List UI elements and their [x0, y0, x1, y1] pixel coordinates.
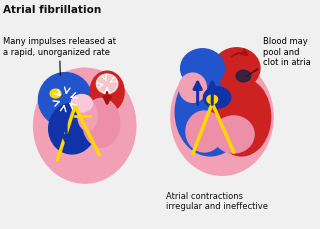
Ellipse shape: [49, 104, 95, 154]
Ellipse shape: [236, 71, 251, 82]
Ellipse shape: [213, 49, 260, 89]
Ellipse shape: [204, 87, 231, 109]
Ellipse shape: [83, 99, 120, 147]
Ellipse shape: [175, 69, 245, 156]
Ellipse shape: [186, 112, 223, 152]
Ellipse shape: [212, 79, 271, 156]
Ellipse shape: [50, 90, 61, 98]
Ellipse shape: [71, 95, 92, 113]
Text: Atrial fibrillation: Atrial fibrillation: [3, 5, 101, 15]
Ellipse shape: [180, 49, 224, 88]
Ellipse shape: [213, 116, 254, 153]
Ellipse shape: [179, 74, 206, 103]
Ellipse shape: [230, 88, 242, 156]
Ellipse shape: [207, 95, 218, 104]
Ellipse shape: [78, 102, 97, 131]
Ellipse shape: [90, 72, 124, 113]
Ellipse shape: [34, 69, 136, 183]
Text: Many impulses released at
a rapid, unorganized rate: Many impulses released at a rapid, unorg…: [3, 37, 116, 76]
Ellipse shape: [38, 73, 92, 127]
Ellipse shape: [235, 88, 246, 156]
Ellipse shape: [242, 88, 253, 156]
Text: Blood may
pool and
clot in atria: Blood may pool and clot in atria: [246, 37, 311, 77]
Text: Atrial contractions
irregular and ineffective: Atrial contractions irregular and ineffe…: [165, 191, 268, 210]
Ellipse shape: [96, 75, 118, 94]
Ellipse shape: [171, 59, 273, 176]
Ellipse shape: [238, 88, 250, 156]
